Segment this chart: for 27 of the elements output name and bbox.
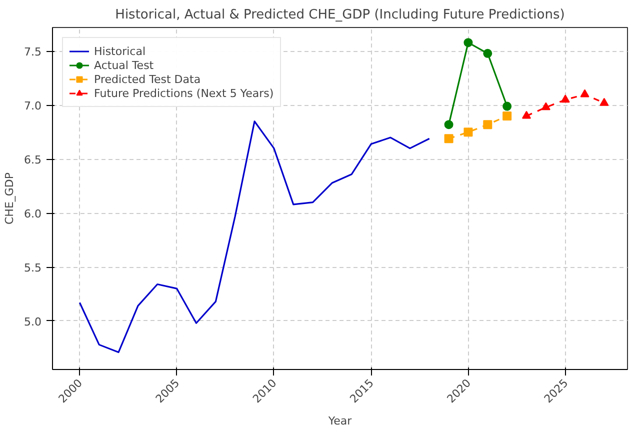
y-tick-label: 6.0 xyxy=(24,208,42,221)
y-tick-label: 5.5 xyxy=(24,262,42,275)
point xyxy=(600,98,609,106)
point xyxy=(444,120,454,130)
x-axis-title: Year xyxy=(327,414,352,428)
point xyxy=(560,94,570,103)
legend-label: Actual Test xyxy=(94,58,154,72)
point xyxy=(464,128,473,137)
point xyxy=(502,102,512,111)
point xyxy=(522,110,531,119)
legend-label: Predicted Test Data xyxy=(94,72,201,86)
point xyxy=(541,102,550,110)
y-tick-label: 6.5 xyxy=(24,154,42,167)
legend-label: Historical xyxy=(94,44,146,58)
y-tick-label: 7.0 xyxy=(24,100,42,113)
point xyxy=(580,89,590,98)
point xyxy=(502,111,512,120)
point xyxy=(444,134,454,144)
point xyxy=(483,48,492,58)
chart-title: Historical, Actual & Predicted CHE_GDP (Including Future Predictions) xyxy=(115,8,565,22)
y-axis-title: CHE_GDP xyxy=(3,172,16,225)
point xyxy=(464,38,473,48)
y-tick-label: 5.0 xyxy=(24,315,42,328)
line-series xyxy=(78,120,430,354)
y-tick-label: 7.5 xyxy=(24,46,42,59)
legend-label: Future Predictions (Next 5 Years) xyxy=(94,86,274,100)
point xyxy=(483,120,492,130)
